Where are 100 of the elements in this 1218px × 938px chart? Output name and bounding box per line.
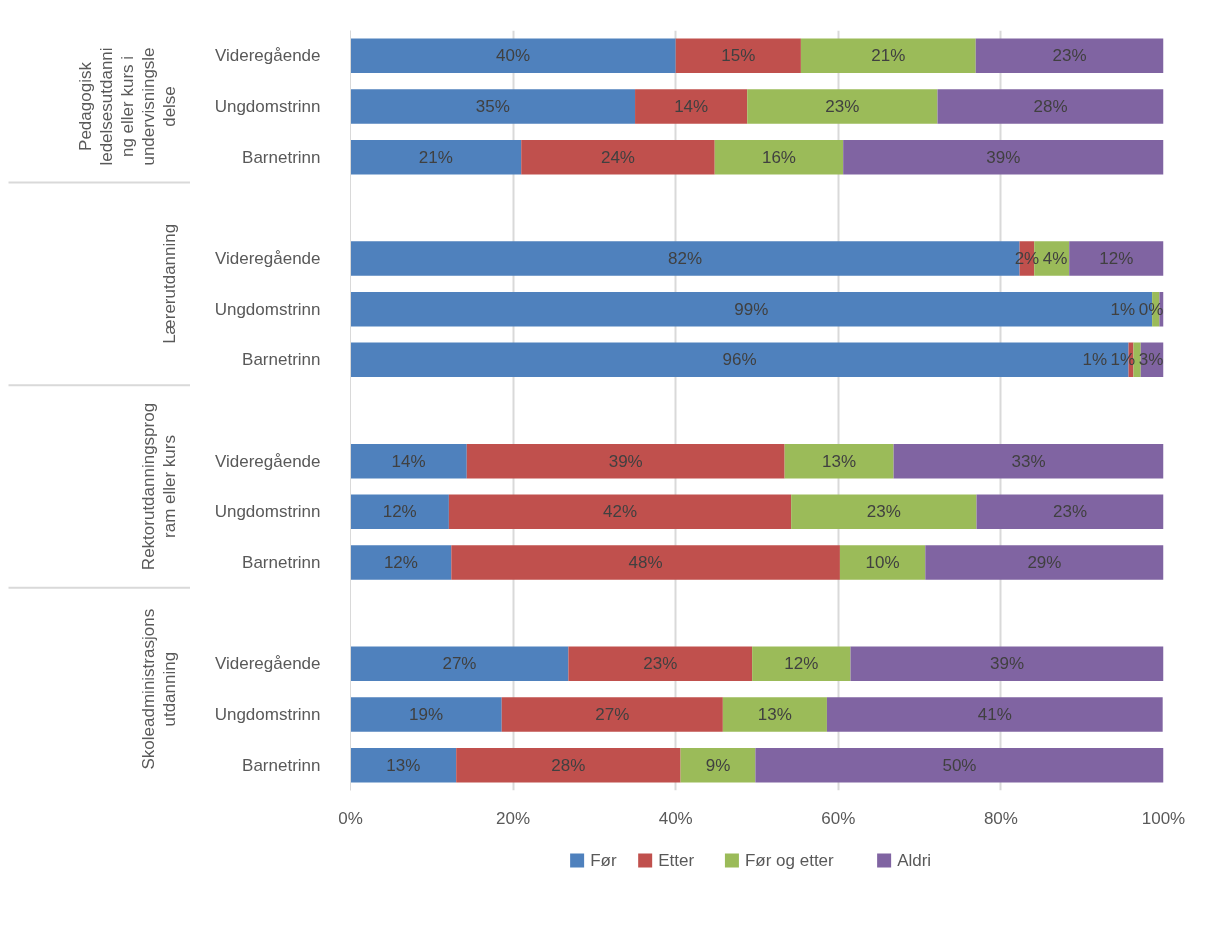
text: Lærerutdanning: [159, 223, 179, 344]
bar: [843, 139, 1164, 175]
text: Skoleadministrasjonsutdanning: [138, 608, 179, 770]
data-label: 48%: [628, 553, 663, 572]
data-label: 14%: [674, 97, 709, 116]
bar: [350, 545, 452, 580]
y-tick-label: Videregående: [214, 249, 321, 268]
data-label: 14%: [391, 451, 426, 471]
x-tick-label: 0%: [338, 808, 363, 828]
data-label: 33%: [1011, 451, 1046, 471]
bar: [568, 646, 753, 682]
data-label: 4%: [1042, 249, 1068, 268]
x-tick-label: 80%: [983, 808, 1018, 828]
bar: [350, 646, 569, 682]
bar: [755, 747, 1164, 783]
data-label: 39%: [608, 451, 643, 471]
data-label: 13%: [757, 705, 792, 724]
legend-label: Før: [590, 851, 617, 870]
bar: [976, 494, 1164, 530]
bar: [456, 747, 681, 783]
bar: [448, 494, 792, 530]
y-tick-label: Videregående: [214, 451, 321, 471]
bar: [893, 443, 1164, 479]
y-tick-label: Videregående: [214, 654, 321, 674]
data-label: 13%: [386, 755, 421, 775]
data-label: 12%: [382, 502, 417, 522]
data-label: 27%: [595, 705, 630, 724]
data-label: 19%: [409, 705, 444, 724]
data-label: 16%: [761, 147, 796, 167]
bar: [350, 139, 522, 175]
bar: [826, 697, 1163, 732]
legend-label: Før og etter: [744, 851, 835, 870]
data-label: 21%: [871, 46, 906, 66]
bar: [466, 443, 785, 479]
bar: [350, 38, 676, 74]
y-tick-label: Ungdomstrinn: [214, 97, 321, 116]
x-tick-label: 100%: [1141, 808, 1186, 828]
bar: [747, 89, 938, 124]
data-label: 15%: [721, 46, 756, 66]
legend-label: Aldri: [897, 851, 932, 870]
data-label: 35%: [475, 97, 510, 116]
data-label: 12%: [784, 654, 819, 674]
data-label: 21%: [418, 147, 453, 167]
data-label: 28%: [551, 755, 586, 775]
bar: [1133, 342, 1141, 378]
bar: [680, 747, 756, 783]
bar: [350, 89, 636, 124]
data-label: 1%: [1082, 350, 1108, 370]
bar: [1069, 241, 1164, 276]
bar: [722, 697, 827, 732]
data-label: 39%: [989, 654, 1025, 674]
bar: [675, 38, 801, 74]
data-label: 41%: [977, 705, 1012, 724]
data-label: 24%: [600, 147, 635, 167]
data-label: 28%: [1033, 97, 1068, 116]
bar: [937, 89, 1164, 124]
y-tick-label: Ungdomstrinn: [214, 299, 321, 319]
bar: [635, 89, 748, 124]
y-tick-label: Barnetrinn: [242, 553, 321, 572]
text: Pedagogisk ledelsesutdanning eller kurs i undervisningsledelse: [75, 47, 179, 166]
data-label: 1%: [1110, 299, 1136, 319]
bar: [350, 697, 502, 732]
y-tick-label: Barnetrinn: [242, 755, 321, 775]
data-label: 50%: [942, 755, 977, 775]
x-tick-label: 40%: [658, 808, 693, 828]
data-label: 40%: [496, 46, 531, 66]
bar: [784, 443, 894, 479]
bar: [839, 545, 926, 580]
legend-label: Etter: [658, 851, 695, 870]
data-label: 9%: [705, 755, 731, 775]
data-label: 82%: [668, 249, 703, 268]
bar: [752, 646, 851, 682]
data-label: 23%: [866, 502, 901, 522]
bar: [350, 494, 449, 530]
data-label: 39%: [986, 147, 1021, 167]
bar: [501, 697, 723, 732]
bar: [850, 646, 1164, 682]
bar: [975, 38, 1164, 74]
x-tick-label: 60%: [821, 808, 856, 828]
bar: [800, 38, 976, 74]
data-label: 23%: [1052, 502, 1088, 522]
bar: [350, 747, 457, 783]
data-label: 10%: [865, 553, 900, 572]
data-label: 12%: [383, 553, 418, 572]
data-label: 29%: [1027, 553, 1062, 572]
bar: [791, 494, 977, 530]
data-label: 99%: [734, 299, 769, 319]
data-label: 96%: [722, 350, 757, 370]
data-label: 23%: [643, 654, 678, 674]
y-tick-label: Barnetrinn: [242, 147, 321, 167]
data-label: 23%: [825, 97, 860, 116]
text: Rektorutdanningsprogram eller kurs: [138, 402, 179, 571]
x-tick-label: 20%: [496, 808, 531, 828]
y-tick-label: Ungdomstrinn: [214, 502, 321, 522]
bar: [350, 443, 467, 479]
bar: [451, 545, 840, 580]
data-label: 23%: [1052, 46, 1087, 66]
data-label: 12%: [1099, 249, 1134, 268]
y-tick-label: Ungdomstrinn: [214, 705, 321, 724]
y-tick-label: Barnetrinn: [242, 350, 321, 370]
